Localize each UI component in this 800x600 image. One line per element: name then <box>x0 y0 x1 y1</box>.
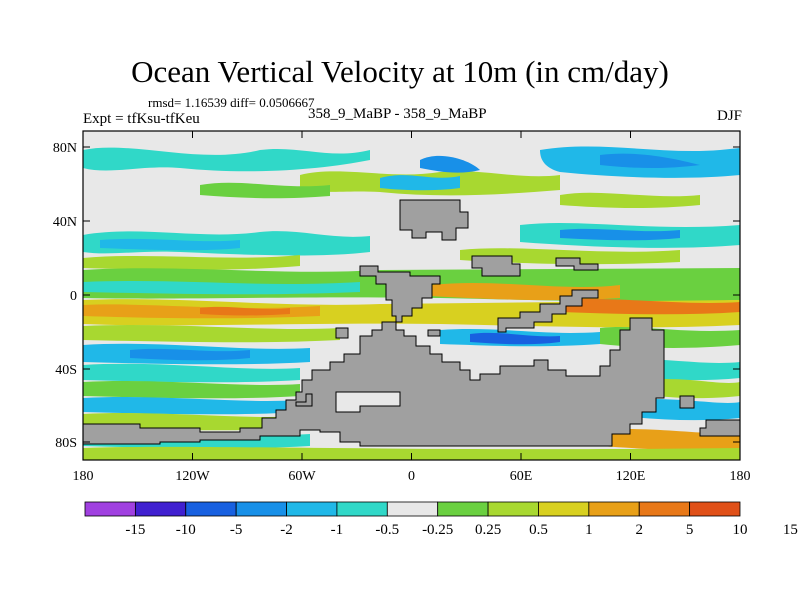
land-island-b <box>427 329 441 337</box>
colorbar-label: 0.5 <box>529 522 548 538</box>
colorbar-label: -0.25 <box>422 522 453 538</box>
season-label: DJF <box>716 108 742 124</box>
lon-label: 0 <box>408 469 415 484</box>
case-label: 358_9_MaBP - 358_9_MaBP <box>308 106 487 122</box>
colorbar-swatch <box>185 501 237 517</box>
lon-label: 120E <box>616 469 646 484</box>
land-southeast-arm <box>497 289 599 333</box>
lon-label: 180 <box>730 469 751 484</box>
lat-label: 40S <box>55 363 77 378</box>
contour-fill-north <box>83 146 740 209</box>
map-field <box>83 131 740 460</box>
plot-title: Ocean Vertical Velocity at 10m (in cm/da… <box>131 54 669 89</box>
colorbar-swatch <box>538 501 590 517</box>
land-far-east <box>699 419 740 437</box>
lon-label: 180 <box>73 469 94 484</box>
lon-label: 60E <box>510 469 533 484</box>
land-small-north <box>471 255 521 277</box>
lon-label: 60W <box>288 469 316 484</box>
colorbar-label: 5 <box>686 522 694 538</box>
colorbar-label: 10 <box>733 522 748 538</box>
land-north-block <box>399 199 469 241</box>
colorbar-label: -5 <box>230 522 243 538</box>
colorbar-swatch <box>235 501 287 517</box>
land-island-a <box>335 327 349 339</box>
colorbar-label: -1 <box>331 522 344 538</box>
colorbar-swatch <box>84 501 136 517</box>
colorbar-swatch <box>386 501 439 517</box>
lon-label: 120W <box>175 469 210 484</box>
colorbar-label: -15 <box>125 522 145 538</box>
colorbar-swatch <box>134 501 187 517</box>
colorbar-swatch <box>336 501 388 517</box>
colorbar-swatch <box>638 501 691 517</box>
colorbar-label: -0.5 <box>375 522 399 538</box>
lat-label: 80N <box>53 141 77 156</box>
experiment-label: Expt = tfKsu-tfKeu <box>83 111 200 127</box>
colorbar-swatch <box>487 501 539 517</box>
lat-label: 80S <box>55 436 77 451</box>
contour-fill-midnorth <box>83 222 740 270</box>
lat-label: 0 <box>70 289 77 304</box>
colorbar-swatch <box>689 501 741 517</box>
colorbar-swatch <box>286 501 338 517</box>
ice-gap <box>335 391 401 413</box>
land-masks <box>83 199 740 447</box>
stats-subtitle: rmsd= 1.16539 diff= 0.0506667 <box>148 95 315 110</box>
land-main-continent <box>83 265 665 447</box>
colorbar-label: 0.25 <box>475 522 501 538</box>
colorbar-label: 15 <box>783 522 798 538</box>
land-east-block <box>555 257 599 271</box>
colorbar-swatch <box>437 501 489 517</box>
colorbar-label: -2 <box>280 522 293 538</box>
land-southwest-strip <box>295 393 313 407</box>
colorbar-label: 2 <box>635 522 643 538</box>
colorbar-label: 1 <box>585 522 593 538</box>
longitude-axis: 180 120W 60W 0 60E 120E 180 <box>73 131 751 484</box>
land-island-c <box>679 395 695 409</box>
lat-label: 40N <box>53 215 77 230</box>
colorbar-label: -10 <box>176 522 196 538</box>
latitude-axis: 80N 40N 0 40S 80S <box>53 141 740 451</box>
colorbar: -15 -10 -5 -2 -1 -0.5 -0.25 0.25 0.5 1 2 5 10 15 <box>84 501 798 538</box>
colorbar-swatch <box>588 501 640 517</box>
